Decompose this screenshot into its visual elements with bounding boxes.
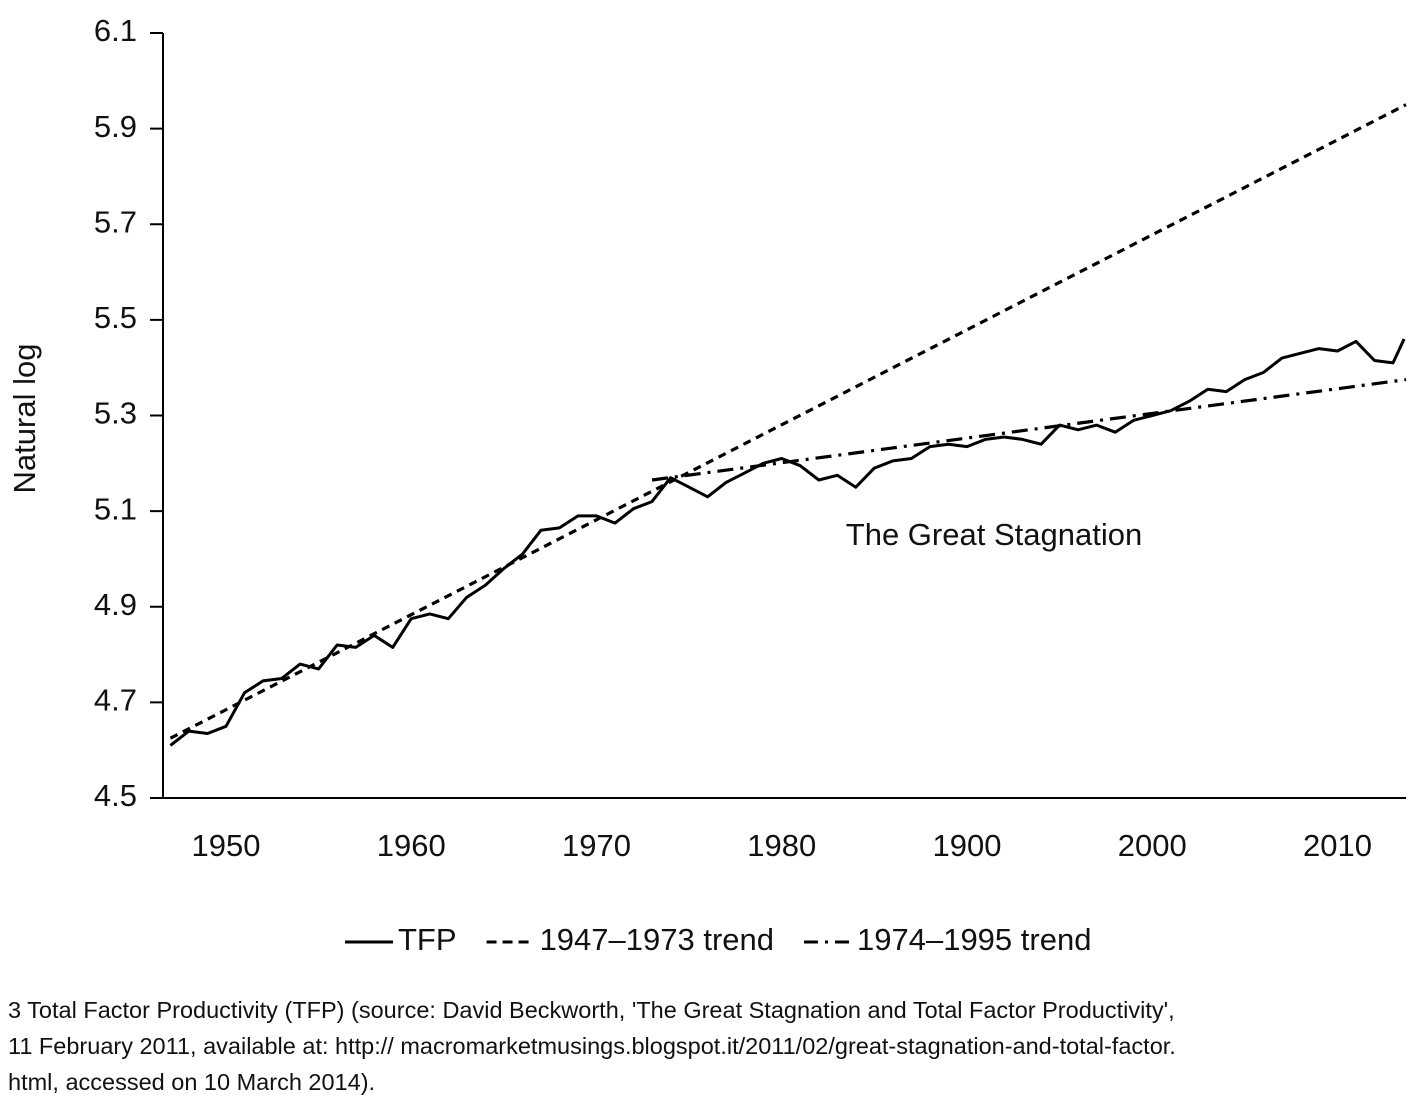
legend-label: 1974–1995 trend — [857, 922, 1091, 957]
annotation: The Great Stagnation — [846, 517, 1142, 552]
x-tick-label: 1970 — [562, 828, 631, 863]
legend: TFP 1947–1973 trend 1974–1995 trend — [345, 922, 1091, 957]
legend-label: TFP — [398, 922, 457, 957]
y-tick-label: 4.5 — [94, 778, 137, 813]
legend-label: 1947–1973 trend — [540, 922, 774, 957]
chart: 4.5 4.7 4.9 5.1 5.3 5.5 5.7 5.9 6.1 1950 1960 1970 1… — [7, 13, 1407, 957]
x-tick-label: 2010 — [1303, 828, 1372, 863]
caption-line: 11 February 2011, available at: http:// … — [8, 1033, 1176, 1059]
series-line — [169, 103, 1407, 740]
y-tick-label: 5.3 — [94, 396, 137, 431]
caption: 3 Total Factor Productivity (TFP) (sourc… — [8, 992, 1408, 1100]
x-tick-label: 1900 — [932, 828, 1001, 863]
y-tick-label: 5.9 — [94, 109, 137, 144]
x-tick-label: 1980 — [747, 828, 816, 863]
y-axis-label: Natural log — [7, 344, 42, 494]
series-line — [651, 378, 1407, 482]
series-line — [169, 338, 1406, 747]
y-tick-label: 5.1 — [94, 491, 137, 526]
y-tick-label: 4.7 — [94, 683, 137, 718]
y-tick-label: 6.1 — [94, 13, 137, 48]
x-tick-label: 1960 — [377, 828, 446, 863]
caption-line: 3 Total Factor Productivity (TFP) (sourc… — [8, 997, 1175, 1023]
y-tick-label: 4.9 — [94, 587, 137, 622]
x-tick-label: 1950 — [191, 828, 260, 863]
y-tick-label: 5.7 — [94, 204, 137, 239]
y-tick-label: 5.5 — [94, 300, 137, 335]
x-tick-label: 2000 — [1118, 828, 1187, 863]
caption-line: html, accessed on 10 March 2014). — [8, 1069, 376, 1095]
